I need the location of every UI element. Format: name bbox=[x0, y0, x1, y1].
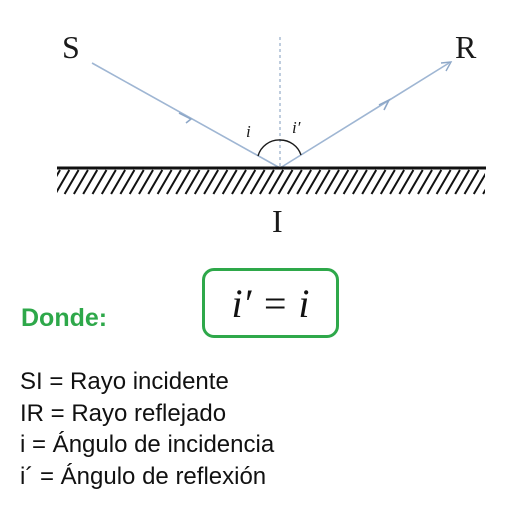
label-reflected-r: R bbox=[455, 29, 477, 65]
hatch-stroke bbox=[100, 169, 117, 195]
hatch-stroke bbox=[296, 169, 312, 195]
hatch-stroke bbox=[361, 169, 378, 195]
hatch-stroke bbox=[463, 169, 480, 195]
legend-item-incident-ray: SI = Rayo incidente bbox=[20, 368, 229, 395]
hatch-stroke bbox=[57, 169, 71, 194]
hatch-stroke bbox=[268, 169, 285, 195]
hatch-stroke bbox=[193, 169, 210, 195]
reflected-ray-arrow bbox=[378, 98, 391, 111]
label-source-s: S bbox=[62, 29, 80, 65]
hatch-stroke bbox=[342, 169, 359, 195]
hatch-stroke bbox=[231, 169, 247, 195]
hatch-stroke bbox=[212, 169, 229, 195]
hatch-stroke bbox=[389, 169, 405, 195]
hatch-stroke bbox=[203, 169, 219, 195]
hatch-stroke bbox=[324, 169, 340, 195]
hatch-stroke bbox=[119, 169, 136, 195]
angle-incidence-arc bbox=[257, 139, 281, 157]
legend-item-angle-incidence: i = Ángulo de incidencia bbox=[20, 431, 275, 458]
legend-item-angle-reflection: i´ = Ángulo de reflexión bbox=[20, 462, 267, 490]
hatch-stroke bbox=[166, 169, 182, 195]
label-angle-incidence: i bbox=[246, 122, 251, 141]
hatch-stroke bbox=[333, 169, 350, 195]
hatch-stroke bbox=[128, 169, 145, 195]
surface-hatching bbox=[57, 169, 485, 195]
formula-text: i′ = i bbox=[231, 280, 310, 326]
hatch-stroke bbox=[138, 169, 154, 195]
hatch-stroke bbox=[435, 169, 452, 195]
hatch-stroke bbox=[370, 169, 387, 195]
hatch-stroke bbox=[352, 169, 368, 195]
angle-reflection-arc bbox=[279, 139, 302, 156]
hatch-stroke bbox=[286, 169, 303, 195]
hatch-stroke bbox=[277, 169, 294, 195]
hatch-stroke bbox=[73, 169, 89, 195]
legend-item-reflected-ray: IR = Rayo reflejado bbox=[20, 399, 227, 427]
incident-ray-arrow bbox=[178, 112, 193, 124]
hatch-stroke bbox=[175, 169, 192, 195]
hatch-stroke bbox=[57, 169, 61, 178]
hatch-stroke bbox=[156, 169, 173, 195]
hatch-stroke bbox=[221, 169, 238, 195]
hatch-stroke bbox=[314, 169, 331, 195]
hatch-stroke bbox=[305, 169, 322, 195]
hatch-stroke bbox=[240, 169, 257, 195]
hatch-stroke bbox=[91, 169, 108, 195]
hatch-stroke bbox=[82, 169, 99, 195]
reflected-ray bbox=[279, 62, 450, 169]
hatch-stroke bbox=[472, 172, 485, 195]
hatch-stroke bbox=[482, 188, 485, 195]
hatch-stroke bbox=[417, 169, 433, 195]
hatch-stroke bbox=[407, 169, 424, 195]
hatch-stroke bbox=[249, 169, 266, 195]
legend-list: SI = Rayo incidente IR = Rayo reflejado … bbox=[20, 366, 274, 492]
formula-box: i′ = i bbox=[202, 268, 339, 338]
hatch-stroke bbox=[445, 169, 461, 195]
hatch-stroke bbox=[259, 169, 275, 195]
hatch-stroke bbox=[379, 169, 396, 195]
hatch-stroke bbox=[184, 169, 201, 195]
hatch-stroke bbox=[398, 169, 415, 195]
label-incidence-point-i: I bbox=[272, 203, 283, 239]
hatch-stroke bbox=[63, 169, 80, 195]
hatch-stroke bbox=[454, 169, 471, 195]
reflected-ray-end-arrow bbox=[440, 61, 453, 72]
hatch-stroke bbox=[147, 169, 164, 195]
incident-ray bbox=[91, 62, 281, 169]
label-angle-reflection: i′ bbox=[292, 118, 301, 137]
hatch-stroke bbox=[110, 169, 126, 195]
hatch-stroke bbox=[426, 169, 443, 195]
donde-label: Donde: bbox=[21, 304, 108, 332]
